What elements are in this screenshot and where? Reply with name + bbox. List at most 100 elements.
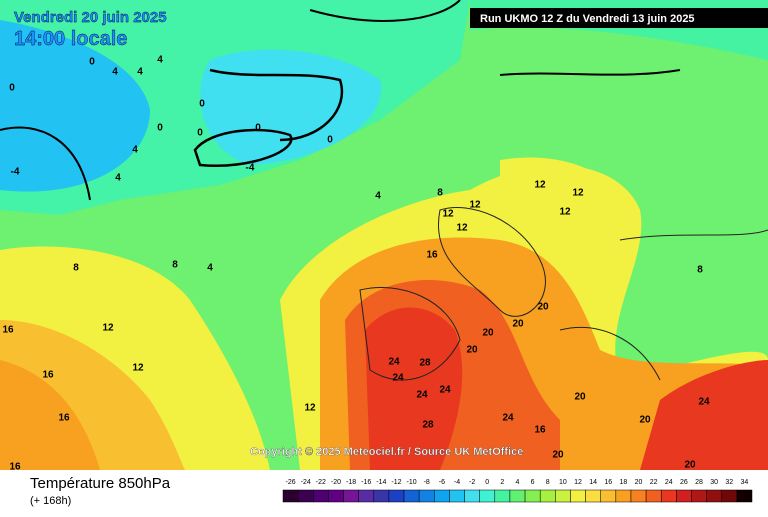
legend-swatch bbox=[434, 489, 450, 503]
legend-swatch bbox=[539, 489, 556, 503]
warm-area bbox=[0, 360, 100, 470]
contour-label: 20 bbox=[684, 460, 696, 471]
contour-label: 16 bbox=[58, 413, 70, 424]
contour-label: 12 bbox=[132, 363, 144, 374]
legend-swatch bbox=[449, 489, 465, 503]
valid-date: Vendredi 20 juin 2025 bbox=[14, 9, 167, 26]
contour-label: 12 bbox=[456, 223, 468, 234]
legend-swatch bbox=[494, 489, 511, 503]
footer-title: Température 850hPa bbox=[30, 475, 171, 492]
legend-swatch bbox=[585, 489, 601, 503]
footer-subtitle: (+ 168h) bbox=[30, 495, 71, 507]
legend-label: 16 bbox=[604, 479, 612, 486]
legend-label: 8 bbox=[546, 479, 550, 486]
legend-label: 28 bbox=[695, 479, 703, 486]
legend-swatch bbox=[630, 489, 647, 503]
legend-swatch bbox=[313, 489, 329, 503]
country-borders bbox=[359, 206, 768, 381]
contour-label: 16 bbox=[2, 325, 14, 336]
legend-label: -4 bbox=[454, 479, 460, 486]
warm-area bbox=[500, 157, 630, 231]
contour-label: 8 bbox=[697, 265, 703, 276]
legend-swatch bbox=[691, 489, 707, 503]
contour-label: 0 bbox=[89, 57, 95, 68]
contour-label: 12 bbox=[469, 200, 481, 211]
contour-label: 12 bbox=[304, 403, 316, 414]
legend-swatch bbox=[509, 489, 526, 503]
legend-swatch bbox=[358, 489, 375, 503]
legend-swatch bbox=[555, 489, 571, 503]
legend-swatch bbox=[524, 489, 541, 503]
run-box bbox=[470, 8, 768, 28]
legend-swatch bbox=[297, 489, 314, 503]
legend-label: -10 bbox=[407, 479, 417, 486]
legend-swatch bbox=[464, 489, 480, 503]
contour-label: 4 bbox=[207, 263, 213, 274]
legend-label: -16 bbox=[361, 479, 371, 486]
contour-label: 4 bbox=[375, 191, 381, 202]
contour-label: 4 bbox=[115, 173, 121, 184]
legend-swatch bbox=[403, 489, 420, 503]
contour-label: 12 bbox=[442, 209, 454, 220]
contour-label: 4 bbox=[132, 145, 138, 156]
cold-area bbox=[0, 20, 150, 192]
contour-label: 0 bbox=[255, 123, 261, 134]
legend-label: -22 bbox=[316, 479, 326, 486]
legend-label: 30 bbox=[710, 479, 718, 486]
legend-label: -8 bbox=[424, 479, 430, 486]
legend-swatch bbox=[570, 489, 586, 503]
contour-label: 20 bbox=[466, 345, 478, 356]
contour-label: 24 bbox=[388, 357, 400, 368]
legend-label: 2 bbox=[500, 479, 504, 486]
contour-label: 28 bbox=[422, 420, 434, 431]
legend-label: 32 bbox=[725, 479, 733, 486]
legend-swatch bbox=[328, 489, 344, 503]
contour-label: 12 bbox=[534, 180, 546, 191]
contour-label: 16 bbox=[42, 370, 54, 381]
contour-label: 0 bbox=[199, 99, 205, 110]
credit: Copyright © 2025 Meteociel.fr / Source U… bbox=[250, 446, 523, 458]
contour-label: 28 bbox=[419, 358, 431, 369]
legend-label: 14 bbox=[589, 479, 597, 486]
contour-label: 0 bbox=[9, 83, 15, 94]
contour-label: 20 bbox=[482, 328, 494, 339]
legend-label: 12 bbox=[574, 479, 582, 486]
legend-label: 24 bbox=[665, 479, 673, 486]
legend-swatch bbox=[418, 489, 435, 503]
legend-label: 4 bbox=[516, 479, 520, 486]
legend-swatch bbox=[736, 489, 753, 503]
legend-swatch bbox=[676, 489, 692, 503]
contour-label: 4 bbox=[137, 67, 143, 78]
contour-label: 8 bbox=[73, 263, 79, 274]
legend-swatch bbox=[388, 489, 405, 503]
legend-label: 34 bbox=[741, 479, 749, 486]
legend-label: -20 bbox=[331, 479, 341, 486]
contour-label: 16 bbox=[426, 250, 438, 261]
contour-label: 4 bbox=[157, 55, 163, 66]
legend-label: -6 bbox=[439, 479, 445, 486]
contour-label: 16 bbox=[9, 462, 21, 473]
legend-label: -26 bbox=[286, 479, 296, 486]
legend-swatch bbox=[706, 489, 722, 503]
legend-swatch bbox=[721, 489, 738, 503]
color-legend: -26 -24 -22 -20 -18 -16 -14 -12 -10 -8 -6 -4 -2 0 2 4 6 8… bbox=[282, 479, 753, 503]
contour-label: 12 bbox=[559, 207, 571, 218]
contour-label: 24 bbox=[416, 390, 428, 401]
legend-label: 10 bbox=[559, 479, 567, 486]
legend-label: -12 bbox=[391, 479, 401, 486]
hot-area bbox=[640, 360, 768, 470]
coastline bbox=[0, 0, 681, 201]
contour-label: 20 bbox=[639, 415, 651, 426]
legend-swatch bbox=[615, 489, 632, 503]
contour-label: -4 bbox=[11, 167, 20, 178]
local-time: 14:00 locale bbox=[14, 28, 127, 50]
legend-label: -2 bbox=[469, 479, 475, 486]
contour-label: 0 bbox=[197, 128, 203, 139]
legend-label: -24 bbox=[301, 479, 311, 486]
run-info: Run UKMO 12 Z du Vendredi 13 juin 2025 bbox=[480, 13, 695, 25]
legend-swatch bbox=[343, 489, 359, 503]
legend-label: 6 bbox=[531, 479, 535, 486]
contour-label: 8 bbox=[437, 188, 443, 199]
contour-label: 4 bbox=[112, 67, 118, 78]
